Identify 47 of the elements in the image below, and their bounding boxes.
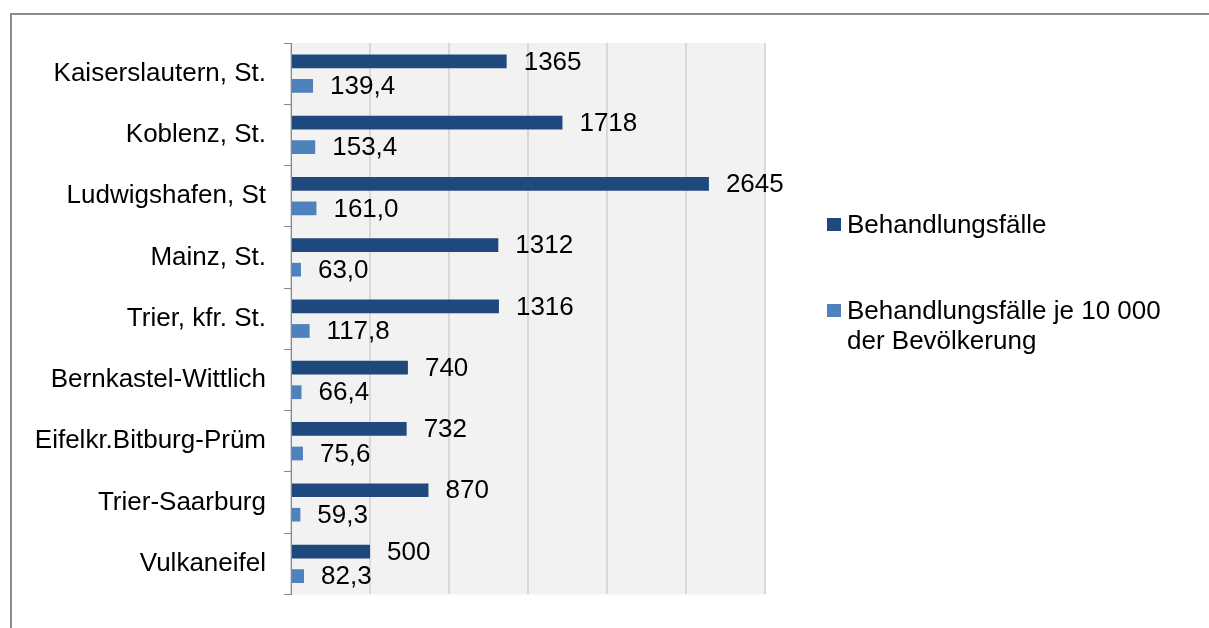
bar (292, 360, 408, 375)
y-tick-label: Ludwigshafen, St (66, 179, 267, 210)
bar (292, 569, 304, 583)
bar (292, 507, 301, 522)
bar (292, 446, 303, 461)
data-label: 740 (424, 351, 469, 382)
bar (292, 140, 316, 155)
bar (292, 238, 499, 253)
bar (292, 201, 317, 216)
data-label: 66,4 (318, 376, 370, 407)
data-label: 732 (423, 413, 468, 444)
data-label: 82,3 (321, 560, 372, 591)
bar (292, 385, 302, 400)
bar (292, 54, 507, 69)
bar (292, 79, 314, 93)
data-label: 161,0 (333, 192, 399, 223)
bar (292, 422, 407, 436)
data-label: 1312 (515, 229, 574, 260)
y-tick-label: Trier, kfr. St. (126, 301, 266, 332)
data-label: 500 (387, 535, 431, 566)
data-label: 1718 (579, 106, 638, 137)
bar (292, 262, 301, 277)
data-label: 117,8 (326, 315, 390, 346)
data-label: 153,4 (332, 131, 398, 162)
data-label: 63,0 (317, 253, 369, 284)
y-tick-label: Trier-Saarburg (97, 485, 266, 516)
y-tick-label: Vulkaneifel (139, 546, 266, 577)
data-label: 139,4 (330, 70, 396, 101)
bar (292, 115, 563, 130)
data-label: 870 (445, 474, 489, 505)
data-label: 2645 (725, 168, 784, 199)
bar (292, 299, 499, 314)
data-label: 1365 (523, 45, 582, 76)
y-tick-label: Bernkastel-Wittlich (50, 363, 266, 394)
y-tick-label: Eifelkr.Bitburg-Prüm (34, 424, 266, 455)
y-tick-label: Mainz, St. (150, 240, 266, 271)
bar (292, 324, 310, 338)
legend-label: Behandlungsfälle je 10 000 der Bevölkerung (847, 295, 1162, 355)
bar (292, 544, 370, 559)
legend-label: Behandlungsfälle (847, 209, 1047, 239)
data-label: 59,3 (317, 498, 368, 529)
y-tick-label: Kaiserslautern, St. (53, 56, 266, 87)
bar (292, 177, 709, 191)
y-tick-label: Koblenz, St. (125, 118, 266, 149)
data-label: 75,6 (319, 437, 371, 468)
bar (292, 483, 429, 498)
data-label: 1316 (515, 290, 574, 321)
